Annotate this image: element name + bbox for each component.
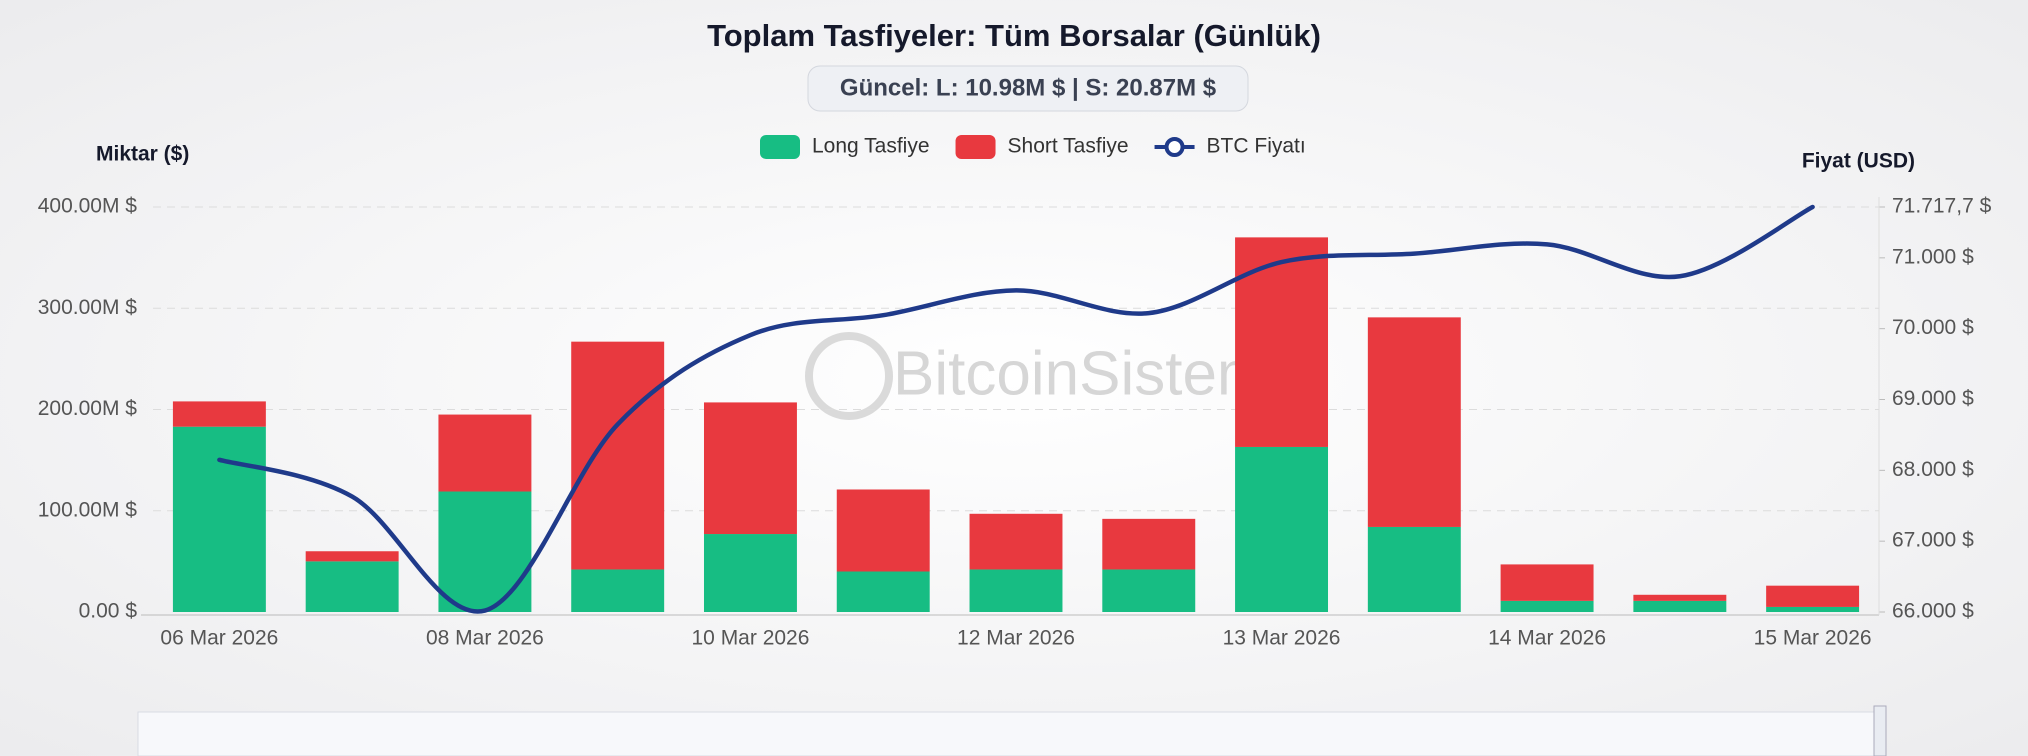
bar-segment xyxy=(969,513,1063,570)
bar-segment xyxy=(172,401,266,427)
bar-segment xyxy=(305,551,399,562)
y-tick-label: 400.00M $ xyxy=(38,195,138,218)
legend-label[interactable]: Long Tasfiye xyxy=(812,135,930,158)
x-tick-label: 12 Mar 2026 xyxy=(957,627,1075,650)
price-line xyxy=(217,204,1815,614)
zoom-slider[interactable] xyxy=(137,711,1881,756)
watermark-logo xyxy=(805,332,893,420)
y-tick-label: 100.00M $ xyxy=(38,498,138,521)
x-tick-label: 06 Mar 2026 xyxy=(160,627,278,650)
x-tick-label: 15 Mar 2026 xyxy=(1754,627,1872,650)
legend: Long Tasfiye Short Tasfiye BTC Fiyatı xyxy=(760,135,1306,159)
subtitle: Güncel: L: 10.98M $ | S: 20.87M $ xyxy=(840,74,1217,101)
y2-tick-label: 67.000 $ xyxy=(1892,529,1974,552)
y-tick-label: 0.00 $ xyxy=(79,600,138,623)
legend-swatch xyxy=(760,135,800,159)
bar-segment xyxy=(1500,600,1594,612)
bar-segment xyxy=(1367,526,1461,612)
bar-segment xyxy=(571,569,665,612)
bar-segment xyxy=(703,534,797,612)
bar-segment xyxy=(1766,606,1860,612)
legend-swatch xyxy=(955,135,996,159)
y-axis-label: Miktar ($) xyxy=(96,143,189,166)
bar-segment xyxy=(1102,518,1196,570)
y2-axis-label: Fiyat (USD) xyxy=(1802,150,1915,173)
subtitle-box xyxy=(807,65,1249,112)
legend-swatch-marker xyxy=(1164,137,1185,157)
bar-segment xyxy=(438,491,532,612)
legend-label[interactable]: Short Tasfiye xyxy=(1008,135,1129,158)
bar-segment xyxy=(438,414,532,492)
x-tick-label: 14 Mar 2026 xyxy=(1488,627,1606,650)
bar-segment xyxy=(1235,237,1329,447)
bar-segment xyxy=(703,402,797,535)
bar-segment xyxy=(1235,446,1329,612)
bar-segment xyxy=(1766,585,1860,607)
bar-segment xyxy=(305,561,399,612)
y2-tick-label: 68.000 $ xyxy=(1892,458,1974,481)
bar-segment xyxy=(969,569,1063,612)
bar-segment xyxy=(1500,564,1594,601)
x-tick-label: 13 Mar 2026 xyxy=(1223,627,1341,650)
y2-tick-label: 71.717,7 $ xyxy=(1892,195,1992,218)
y-tick-label: 200.00M $ xyxy=(38,397,138,420)
bar-segment xyxy=(1633,594,1727,601)
bar-segment xyxy=(1633,600,1727,612)
y2-tick-label: 71.000 $ xyxy=(1892,245,1974,268)
bar-segment xyxy=(836,489,930,572)
bar-segment xyxy=(1102,569,1196,612)
watermark: BitcoinSistemi xyxy=(893,339,1282,408)
x-tick-label: 10 Mar 2026 xyxy=(692,627,810,650)
bar-segment xyxy=(172,426,266,612)
y-tick-label: 300.00M $ xyxy=(38,296,138,319)
x-tick-label: 08 Mar 2026 xyxy=(426,627,544,650)
watermark-group: BitcoinSistemi xyxy=(805,332,1282,420)
bar-segment xyxy=(1367,317,1461,527)
chart-title: Toplam Tasfiyeler: Tüm Borsalar (Günlük) xyxy=(707,18,1321,53)
zoom-handle[interactable] xyxy=(1873,705,1887,756)
legend-label[interactable]: BTC Fiyatı xyxy=(1207,135,1306,158)
y2-tick-label: 69.000 $ xyxy=(1892,387,1974,410)
bar-segment xyxy=(836,571,930,612)
bar-segment xyxy=(571,341,665,570)
y2-tick-label: 70.000 $ xyxy=(1892,316,1974,339)
y2-tick-label: 66.000 $ xyxy=(1892,600,1974,623)
